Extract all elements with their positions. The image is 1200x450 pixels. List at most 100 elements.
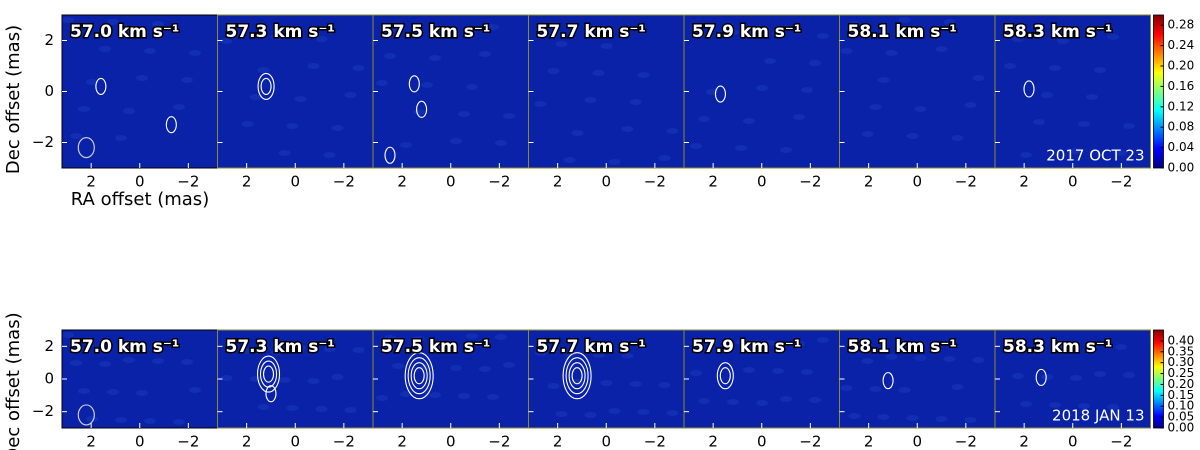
noise xyxy=(294,345,307,351)
noise xyxy=(115,417,127,423)
noise xyxy=(1078,121,1090,127)
colorbar-tick-label: 0.10 xyxy=(1168,399,1195,413)
panel-label: 57.9 km s⁻¹ xyxy=(692,337,801,357)
colorbar-tick-label: 0.40 xyxy=(1168,333,1195,347)
noise xyxy=(136,75,148,81)
noise xyxy=(144,48,156,54)
colorbar-tick-label: 0.28 xyxy=(1168,18,1195,32)
panel-image xyxy=(528,330,684,428)
noise xyxy=(756,400,768,406)
noise xyxy=(495,334,507,340)
noise xyxy=(107,19,119,25)
noise xyxy=(1086,94,1098,100)
colorbar-tick-label: 0.05 xyxy=(1168,410,1195,424)
noise xyxy=(698,116,710,122)
y-tick-label: −2 xyxy=(32,133,54,151)
x-tick-label: 2 xyxy=(864,433,874,450)
noise xyxy=(555,411,568,417)
x-tick-label: 0 xyxy=(446,433,456,450)
noise xyxy=(173,104,185,110)
noise xyxy=(344,92,357,98)
noise xyxy=(629,381,642,387)
noise xyxy=(547,68,560,74)
noise xyxy=(706,338,718,344)
contour xyxy=(165,116,177,134)
noise xyxy=(1049,402,1061,408)
noise xyxy=(99,361,111,367)
noise xyxy=(307,63,320,69)
noise xyxy=(466,333,478,339)
x-tick-label: 0 xyxy=(1068,433,1078,450)
contour xyxy=(716,362,734,390)
x-tick-label: −2 xyxy=(955,433,977,450)
panel-label: 57.0 km s⁻¹ xyxy=(70,337,179,357)
noise xyxy=(935,46,948,52)
noise xyxy=(793,114,805,120)
noise xyxy=(584,412,597,418)
panel-label: 57.7 km s⁻¹ xyxy=(537,337,646,357)
noise xyxy=(421,82,433,88)
panel-image xyxy=(373,330,529,428)
noise xyxy=(400,142,412,148)
contour xyxy=(714,85,726,103)
noise xyxy=(115,135,127,141)
noise xyxy=(756,85,768,91)
contour xyxy=(416,100,428,118)
contour xyxy=(413,367,425,385)
panel-label: 58.3 km s⁻¹ xyxy=(1003,22,1112,42)
x-tick-label: 2 xyxy=(708,173,718,191)
noise xyxy=(592,70,605,76)
noise xyxy=(1115,150,1127,156)
colorbar-tick-label: 0.16 xyxy=(1168,79,1195,93)
noise xyxy=(450,138,462,144)
noise xyxy=(666,128,679,134)
noise xyxy=(809,397,821,403)
noise xyxy=(780,396,792,402)
x-tick-label: 0 xyxy=(912,433,922,450)
contour xyxy=(265,385,277,403)
x-tick-label: −2 xyxy=(799,173,821,191)
noise xyxy=(413,336,425,342)
noise xyxy=(658,155,671,161)
noise xyxy=(278,377,291,383)
epoch-label: 2018 JAN 13 xyxy=(1052,407,1144,425)
contour xyxy=(262,365,275,383)
noise xyxy=(848,413,861,419)
x-tick-label: −2 xyxy=(799,433,821,450)
noise xyxy=(466,84,478,90)
beam xyxy=(77,137,95,159)
panel-label: 57.0 km s⁻¹ xyxy=(70,22,179,42)
noise xyxy=(315,36,328,42)
noise xyxy=(323,152,336,158)
noise xyxy=(1070,148,1082,154)
x-tick-label: −2 xyxy=(1110,433,1132,450)
noise xyxy=(429,55,441,61)
noise xyxy=(220,375,233,381)
noise xyxy=(152,358,164,364)
noise xyxy=(637,72,650,78)
x-tick-label: −2 xyxy=(644,173,666,191)
noise xyxy=(914,106,927,112)
y-axis-label: Dec offset (mas) xyxy=(3,25,24,174)
colorbar-tick-label: 0.04 xyxy=(1168,140,1195,154)
contour xyxy=(407,357,431,395)
panel-label: 57.3 km s⁻¹ xyxy=(226,22,335,42)
noise xyxy=(352,347,365,353)
x-tick-label: −2 xyxy=(1110,173,1132,191)
panel-image xyxy=(684,330,840,428)
noise xyxy=(86,79,98,85)
noise xyxy=(136,390,148,396)
noise xyxy=(479,366,491,372)
panel-image xyxy=(528,15,684,168)
x-tick-label: 2 xyxy=(553,173,563,191)
contour xyxy=(719,367,731,385)
panel-label: 57.3 km s⁻¹ xyxy=(226,337,335,357)
noise xyxy=(869,386,882,392)
x-tick-label: 0 xyxy=(290,433,300,450)
noise xyxy=(600,380,613,386)
noise xyxy=(181,77,193,83)
noise xyxy=(727,399,739,405)
panel-label: 57.5 km s⁻¹ xyxy=(381,337,490,357)
x-tick-label: 0 xyxy=(601,433,611,450)
